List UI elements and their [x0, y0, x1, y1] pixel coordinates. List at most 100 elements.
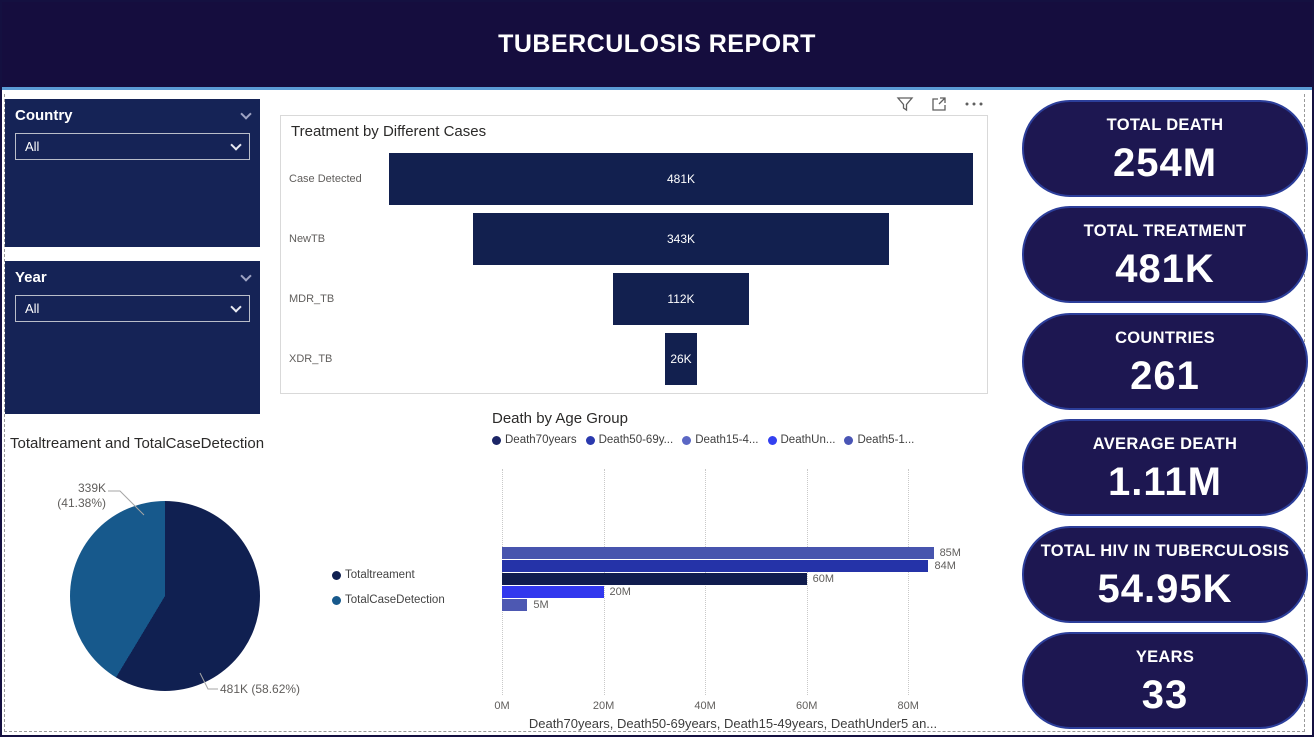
country-dropdown[interactable]: All	[15, 133, 250, 160]
legend-dot	[844, 435, 854, 445]
gridline	[806, 469, 808, 695]
pie[interactable]	[70, 501, 260, 691]
kpi-title: AVERAGE DEATH	[1092, 435, 1238, 453]
year-slicer: Year All	[5, 261, 260, 414]
bar-value-label: 85M	[939, 546, 961, 559]
chevron-down-icon	[230, 138, 242, 151]
bar-value-label: 5M	[533, 598, 549, 611]
funnel-row: Case Detected 481K	[289, 153, 973, 205]
x-tick: 0M	[494, 700, 510, 712]
legend-item[interactable]: Death70years	[492, 434, 577, 446]
legend-dot	[682, 435, 692, 445]
bar-chart-title: Death by Age Group	[492, 410, 628, 427]
funnel-category-label: MDR_TB	[289, 293, 335, 305]
bar[interactable]	[502, 585, 604, 598]
x-tick: 40M	[694, 700, 716, 712]
legend-dot	[585, 435, 595, 445]
kpi-value: 33	[1141, 672, 1189, 717]
pie-data-label: 481K (58.62%)	[220, 682, 301, 696]
kpi-card-average-death[interactable]: AVERAGE DEATH 1.11M	[1022, 419, 1308, 516]
country-slicer: Country All	[5, 99, 260, 247]
funnel-bar-value: 112K	[667, 292, 695, 306]
legend-item-totaltreament[interactable]: Totaltreament	[332, 569, 445, 581]
bar-chart-death-by-age-group: Death by Age Group Death70years Death50-…	[488, 405, 988, 735]
legend-dot	[767, 435, 777, 445]
funnel-bar-value: 481K	[666, 172, 696, 186]
x-axis-ticks: 0M 20M 40M 60M 80M	[494, 700, 962, 714]
focus-mode-icon[interactable]	[930, 95, 948, 113]
funnel-bar[interactable]: 343K	[472, 213, 890, 265]
kpi-title: YEARS	[1135, 648, 1195, 666]
funnel-row: XDR_TB 26K	[289, 333, 973, 385]
chevron-down-icon	[230, 300, 242, 313]
bar[interactable]	[502, 546, 934, 559]
country-dropdown-value: All	[25, 139, 40, 154]
bar[interactable]	[502, 572, 807, 585]
pie-legend: Totaltreament TotalCaseDetection	[332, 569, 445, 619]
x-tick: 80M	[897, 700, 919, 712]
funnel-category-label: XDR_TB	[289, 353, 333, 365]
visual-header-toolbar	[880, 92, 984, 116]
legend-dot	[492, 435, 501, 445]
gridline	[908, 469, 910, 695]
legend-dot	[332, 570, 341, 580]
funnel-bar[interactable]: 481K	[389, 153, 973, 205]
bar-chart-plot-area: 85M 84M 60M 20M 5M	[502, 469, 962, 695]
bar[interactable]	[502, 559, 929, 572]
year-slicer-label: Year	[15, 269, 47, 286]
kpi-card-countries[interactable]: COUNTRIES 261	[1022, 313, 1308, 410]
legend-dot	[332, 595, 341, 605]
x-tick: 60M	[795, 700, 818, 712]
pie-data-label: 339K (41.38%)	[57, 481, 106, 510]
kpi-value: 481K	[1115, 246, 1215, 291]
funnel-chart-treatment-by-cases: Treatment by Different Cases Case Detect…	[280, 115, 988, 394]
funnel-rows: Case Detected 481K NewTB 343K MDR_TB 112…	[289, 153, 973, 393]
funnel-bar[interactable]: 112K	[613, 273, 749, 325]
report-header: TUBERCULOSIS REPORT	[2, 2, 1312, 90]
kpi-card-total-death[interactable]: TOTAL DEATH 254M	[1022, 100, 1308, 197]
funnel-bar[interactable]: 26K	[665, 333, 697, 385]
pie-chart-title: Totaltreament and TotalCaseDetection	[10, 435, 265, 452]
pie-chart-treatment-vs-casedetection: Totaltreament and TotalCaseDetection 339…	[4, 427, 486, 729]
bar[interactable]	[502, 598, 528, 611]
x-axis-title: Death70years, Death50-69years, Death15-4…	[528, 716, 938, 731]
kpi-card-years[interactable]: YEARS 33	[1022, 632, 1308, 729]
kpi-value: 261	[1130, 353, 1200, 398]
more-options-icon[interactable]	[964, 95, 984, 113]
bar-chart-legend: Death70years Death50-69y... Death15-4...…	[492, 434, 914, 446]
bar-value-label: 20M	[609, 585, 631, 598]
legend-item[interactable]: Death5-1...	[844, 434, 914, 446]
funnel-category-label: Case Detected	[289, 173, 362, 185]
kpi-title: TOTAL DEATH	[1106, 116, 1224, 134]
filter-icon[interactable]	[896, 95, 914, 113]
kpi-title: TOTAL TREATMENT	[1083, 222, 1247, 240]
year-dropdown[interactable]: All	[15, 295, 250, 322]
kpi-title: TOTAL HIV IN TUBERCULOSIS	[1040, 542, 1290, 560]
funnel-row: MDR_TB 112K	[289, 273, 973, 325]
chevron-down-icon[interactable]	[240, 107, 252, 120]
kpi-title: COUNTRIES	[1115, 329, 1215, 347]
country-slicer-label: Country	[15, 107, 73, 124]
kpi-value: 1.11M	[1108, 459, 1222, 504]
x-tick: 20M	[592, 700, 615, 712]
bar-group: 85M 84M 60M 20M 5M	[502, 546, 1022, 611]
funnel-bar-value: 26K	[670, 352, 692, 366]
funnel-category-label: NewTB	[289, 233, 326, 245]
year-dropdown-value: All	[25, 301, 40, 316]
kpi-value: 54.95K	[1097, 566, 1233, 611]
funnel-chart-title: Treatment by Different Cases	[291, 123, 487, 140]
chevron-down-icon[interactable]	[240, 269, 252, 282]
legend-item[interactable]: Death50-69y...	[585, 434, 673, 446]
kpi-value: 254M	[1112, 140, 1218, 185]
bar-value-label: 60M	[812, 572, 835, 585]
kpi-card-total-hiv-in-tuberculosis[interactable]: TOTAL HIV IN TUBERCULOSIS 54.95K	[1022, 526, 1308, 623]
report-title: TUBERCULOSIS REPORT	[498, 30, 816, 58]
kpi-card-total-treatment[interactable]: TOTAL TREATMENT 481K	[1022, 206, 1308, 303]
funnel-bar-value: 343K	[666, 232, 696, 246]
funnel-row: NewTB 343K	[289, 213, 973, 265]
legend-item-totalcasedetection[interactable]: TotalCaseDetection	[332, 594, 445, 606]
legend-item[interactable]: DeathUn...	[767, 434, 835, 446]
legend-item[interactable]: Death15-4...	[682, 434, 759, 446]
bar-value-label: 84M	[934, 559, 956, 572]
